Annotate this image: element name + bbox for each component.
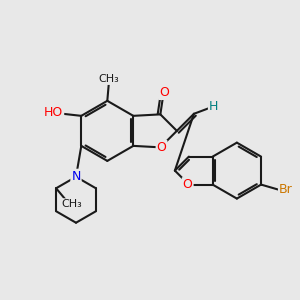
Text: CH₃: CH₃ <box>61 199 82 209</box>
Text: O: O <box>157 141 166 154</box>
Text: H: H <box>209 100 218 113</box>
Text: O: O <box>159 86 169 99</box>
Text: N: N <box>71 170 81 183</box>
Text: HO: HO <box>44 106 63 119</box>
Text: CH₃: CH₃ <box>98 74 119 84</box>
Text: Br: Br <box>279 183 293 196</box>
Text: O: O <box>183 178 193 191</box>
